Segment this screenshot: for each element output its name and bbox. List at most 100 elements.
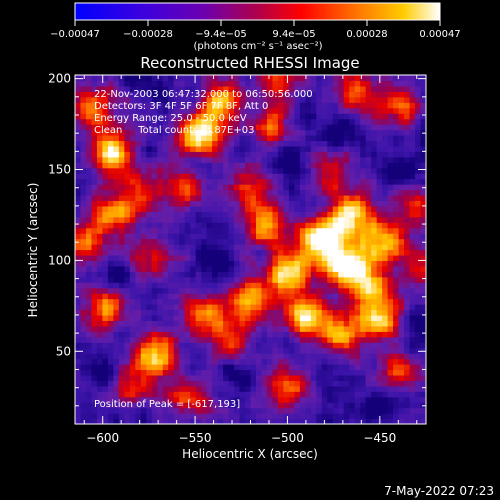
heatmap-cell [415,91,422,98]
heatmap-cell [393,91,400,98]
heatmap-cell [327,233,334,240]
heatmap-cell [173,113,180,120]
heatmap-cell [96,336,104,343]
heatmap-cell [349,238,356,245]
heatmap-cell [85,96,93,103]
heatmap-cell [393,314,400,321]
heatmap-cell [75,293,82,300]
heatmap-cell [393,151,400,158]
heatmap-cell [349,178,356,185]
heatmap-cell [360,374,367,381]
heatmap-cell [310,342,317,349]
heatmap-cell [354,396,361,403]
heatmap-cell [118,238,125,245]
heatmap-cell [365,374,372,381]
heatmap-cell [321,211,328,218]
heatmap-cell [360,331,367,338]
heatmap-cell [277,227,284,234]
heatmap-cell [277,402,284,409]
heatmap-cell [316,391,323,398]
heatmap-cell [146,254,153,261]
heatmap-cell [184,118,191,125]
heatmap-cell [190,184,197,191]
heatmap-cell [91,347,98,354]
heatmap-cell [365,260,372,267]
heatmap-cell [310,113,317,120]
heatmap-cell [277,134,284,142]
heatmap-cell [420,336,426,343]
heatmap-cell [404,265,411,272]
heatmap-cell [80,418,87,424]
heatmap-cell [354,184,361,191]
heatmap-cell [96,173,104,180]
heatmap-cell [223,331,230,338]
heatmap-cell [201,167,208,174]
heatmap-cell [80,205,87,212]
heatmap-cell [140,102,147,109]
heatmap-cell [365,364,372,371]
heatmap-cell [299,118,306,125]
heatmap-cell [162,347,169,354]
heatmap-cell [146,200,153,207]
heatmap-cell [332,129,339,136]
heatmap-cell [85,91,93,98]
heatmap-cell [360,358,367,365]
heatmap-cell [245,374,252,381]
heatmap-cell [118,347,125,354]
heatmap-cell [255,374,263,381]
heatmap-cell [371,369,378,376]
heatmap-cell [168,96,175,103]
heatmap-cell [113,113,120,120]
heatmap-cell [80,336,87,343]
heatmap-cell [332,369,339,376]
heatmap-cell [288,342,295,349]
heatmap-cell [250,402,257,409]
heatmap-cell [206,325,213,332]
heatmap-cell [255,418,263,424]
heatmap-cell [387,102,394,109]
heatmap-cell [107,244,114,251]
heatmap-cell [162,162,169,169]
heatmap-cell [415,249,422,256]
heatmap-cell [91,113,98,120]
heatmap-cell [321,276,328,283]
heatmap-cell [382,287,389,294]
heatmap-cell [338,374,345,381]
heatmap-cell [118,293,125,300]
heatmap-cell [212,407,219,414]
heatmap-cell [75,107,82,114]
heatmap-cell [124,293,131,300]
heatmap-cell [415,184,422,191]
heatmap-cell [245,260,252,267]
heatmap-cell [420,244,426,251]
heatmap-cell [277,194,284,202]
heatmap-cell [212,96,219,103]
heatmap-cell [107,205,114,212]
heatmap-cell [85,216,93,223]
heatmap-cell [299,353,306,360]
heatmap-cell [223,75,230,82]
heatmap-cell [360,211,367,218]
heatmap-cell [343,96,350,103]
heatmap-cell [239,254,246,261]
heatmap-cell [354,145,361,152]
heatmap-cell [371,222,378,229]
heatmap-cell [277,124,284,131]
heatmap-cell [113,162,120,169]
heatmap-cell [245,134,252,142]
heatmap-cell [371,75,378,82]
heatmap-cell [404,102,411,109]
heatmap-cell [354,227,361,234]
heatmap-cell [261,358,268,365]
heatmap-cell [393,282,400,289]
heatmap-cell [299,227,306,234]
heatmap-cell [343,162,350,169]
heatmap-cell [250,167,257,174]
heatmap-cell [365,151,372,158]
heatmap-cell [223,227,230,234]
heatmap-cell [365,85,372,92]
heatmap-cell [75,134,82,142]
heatmap-cell [80,364,87,371]
heatmap-cell [239,282,246,289]
heatmap-cell [415,304,422,311]
